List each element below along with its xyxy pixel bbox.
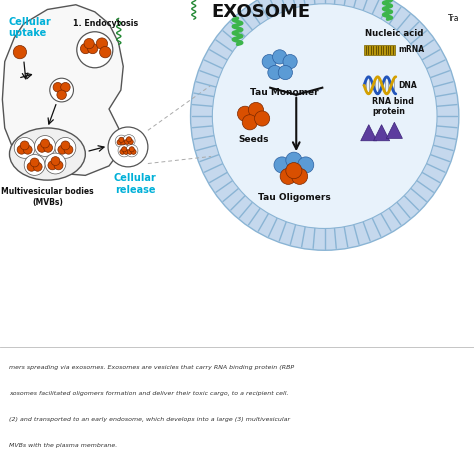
Circle shape [13, 46, 27, 59]
Text: DNA: DNA [398, 81, 417, 90]
Circle shape [119, 137, 124, 142]
Text: Tau Oligomers: Tau Oligomers [257, 193, 330, 202]
Circle shape [191, 0, 459, 250]
Circle shape [115, 135, 128, 147]
Circle shape [61, 82, 70, 92]
Circle shape [128, 139, 133, 145]
Circle shape [48, 161, 57, 170]
Circle shape [123, 149, 128, 155]
Circle shape [37, 144, 46, 152]
Text: mRNA: mRNA [399, 46, 425, 54]
Circle shape [131, 149, 136, 155]
Text: EXOSOME: EXOSOME [211, 3, 310, 21]
Circle shape [298, 157, 314, 173]
Circle shape [77, 32, 113, 68]
Circle shape [84, 38, 94, 49]
Circle shape [117, 140, 122, 145]
Circle shape [120, 140, 126, 145]
Circle shape [128, 149, 133, 155]
Circle shape [126, 145, 138, 157]
Text: mers spreading via exosomes. Exosomes are vesicles that carry RNA binding protei: mers spreading via exosomes. Exosomes ar… [9, 365, 295, 370]
Circle shape [286, 152, 302, 168]
Text: 1. Endocytosis: 1. Endocytosis [73, 19, 139, 28]
Circle shape [64, 146, 73, 154]
Text: Cellular
release: Cellular release [114, 173, 156, 195]
Circle shape [50, 78, 73, 102]
Text: Tau Monomer: Tau Monomer [250, 88, 319, 97]
Circle shape [100, 46, 111, 58]
Circle shape [53, 82, 63, 92]
Circle shape [280, 168, 296, 184]
Circle shape [274, 157, 290, 173]
Circle shape [248, 102, 264, 118]
Circle shape [61, 141, 70, 150]
Circle shape [273, 50, 287, 64]
Circle shape [123, 135, 135, 147]
Circle shape [255, 111, 270, 126]
Text: xosomes facilitated oligomers formation and deliver their toxic cargo, to a reci: xosomes facilitated oligomers formation … [9, 391, 289, 396]
Circle shape [41, 139, 49, 148]
Text: Tra: Tra [448, 15, 459, 23]
Circle shape [14, 137, 35, 158]
Text: Nucleic acid: Nucleic acid [365, 29, 423, 37]
Circle shape [30, 158, 39, 167]
Circle shape [120, 149, 125, 155]
Circle shape [262, 55, 276, 69]
Polygon shape [386, 122, 402, 138]
Circle shape [57, 90, 66, 100]
Circle shape [51, 156, 60, 165]
Polygon shape [361, 125, 377, 141]
Circle shape [278, 65, 292, 80]
Circle shape [58, 146, 67, 154]
Circle shape [17, 146, 26, 154]
Circle shape [45, 153, 66, 174]
Circle shape [33, 163, 42, 171]
Ellipse shape [9, 128, 85, 180]
Circle shape [212, 4, 437, 228]
Polygon shape [2, 5, 123, 175]
Bar [364, 45, 395, 55]
Circle shape [283, 55, 297, 69]
Circle shape [125, 139, 130, 145]
Circle shape [237, 106, 253, 121]
Circle shape [23, 146, 32, 154]
Text: (2) and transported to an early endosome, which develops into a large (3) multiv: (2) and transported to an early endosome… [9, 417, 291, 422]
Circle shape [129, 147, 134, 152]
Circle shape [20, 141, 29, 150]
Circle shape [44, 144, 53, 152]
Text: RNA bind
protein: RNA bind protein [372, 97, 414, 116]
Circle shape [27, 163, 36, 171]
Circle shape [54, 161, 63, 170]
Circle shape [292, 168, 308, 184]
Polygon shape [374, 125, 390, 141]
Circle shape [108, 127, 148, 167]
Circle shape [88, 44, 98, 54]
Circle shape [35, 136, 55, 156]
Text: MVBs with the plasma membrane.: MVBs with the plasma membrane. [9, 443, 118, 448]
Circle shape [122, 147, 127, 152]
Circle shape [96, 38, 108, 49]
Circle shape [268, 65, 282, 80]
Text: Cellular
uptake: Cellular uptake [9, 17, 51, 38]
Circle shape [55, 137, 76, 158]
Text: Seeds: Seeds [238, 135, 269, 144]
Circle shape [127, 137, 131, 142]
Text: Multivesicular bodies
(MVBs): Multivesicular bodies (MVBs) [1, 187, 94, 207]
Circle shape [81, 44, 91, 54]
Circle shape [118, 145, 130, 157]
Circle shape [24, 155, 45, 175]
Circle shape [286, 163, 302, 179]
Circle shape [242, 115, 257, 130]
